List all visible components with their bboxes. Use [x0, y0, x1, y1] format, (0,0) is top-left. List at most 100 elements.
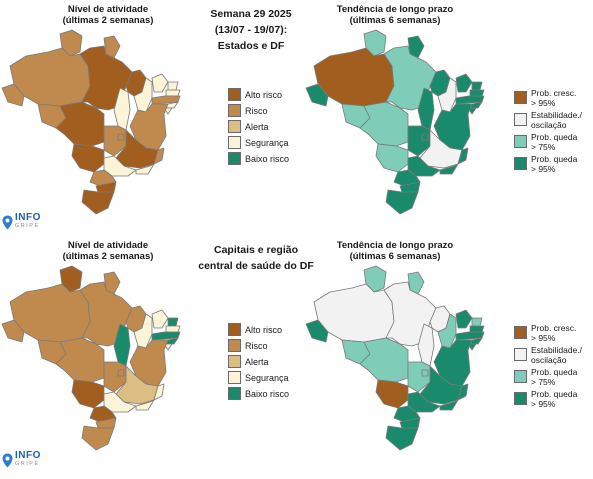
state-df	[117, 369, 125, 377]
legend-label: Alerta	[245, 356, 269, 367]
state-pe	[151, 331, 181, 341]
state-ce	[455, 309, 473, 329]
legend-item: Prob. queda > 95%	[514, 389, 588, 409]
logo-text: INFO GRIPE	[15, 451, 41, 468]
legend-label: Segurança	[245, 137, 289, 148]
state-mg	[419, 129, 463, 169]
state-ce	[151, 73, 169, 93]
state-rs	[81, 425, 115, 451]
state-rn	[167, 317, 179, 327]
state-ba	[433, 103, 473, 151]
state-pi	[437, 77, 457, 113]
legend-label: Alto risco	[245, 89, 283, 100]
state-pe	[151, 95, 181, 105]
state-ba	[129, 339, 169, 387]
state-df	[421, 369, 429, 377]
state-pi	[133, 313, 153, 349]
state-pb	[469, 325, 485, 333]
state-pe	[455, 95, 485, 105]
state-rn	[167, 81, 179, 91]
top-trend-legend: Prob. cresc. > 95% Estabilidade./ oscilaç…	[514, 88, 588, 176]
legend-item: Risco	[228, 339, 289, 352]
legend-item: Baixo risco	[228, 152, 289, 165]
legend-swatch	[514, 348, 527, 361]
legend-swatch	[228, 371, 241, 384]
legend-swatch	[514, 157, 527, 170]
legend-label: Alerta	[245, 121, 269, 132]
state-pi	[437, 313, 457, 349]
legend-item: Prob. queda > 75%	[514, 367, 588, 387]
state-mt	[359, 101, 409, 147]
legend-item: Prob. queda > 75%	[514, 132, 588, 152]
state-ac	[1, 319, 25, 343]
legend-item: Prob. cresc. > 95%	[514, 88, 588, 108]
state-pi	[133, 77, 153, 113]
legend-label: Estabilidade./ oscilação	[531, 345, 583, 365]
state-rn	[471, 317, 483, 327]
state-ce	[151, 309, 169, 329]
legend-swatch	[514, 370, 527, 383]
logo-name: INFO	[15, 212, 41, 223]
legend-item: Estabilidade./ oscilação	[514, 110, 588, 130]
state-rs	[81, 189, 115, 215]
legend-item: Baixo risco	[228, 387, 289, 400]
legend-label: Baixo risco	[245, 153, 290, 164]
state-ms	[375, 143, 409, 173]
top-activity-title: Nível de atividade (últimas 2 semanas)	[62, 4, 154, 26]
bottom-activity-legend: Alto risco Risco Alerta Segurança Baixo risc…	[228, 323, 289, 403]
legend-swatch	[228, 152, 241, 165]
state-es	[153, 147, 165, 165]
state-es	[153, 383, 165, 401]
infogripe-logo-bottom: INFO GRIPE	[2, 451, 41, 468]
legend-label: Segurança	[245, 372, 289, 383]
state-mg	[115, 365, 159, 405]
legend-swatch	[228, 355, 241, 368]
legend-label: Prob. cresc. > 95%	[531, 88, 577, 108]
state-pb	[165, 325, 181, 333]
state-pe	[455, 331, 485, 341]
state-ms	[375, 379, 409, 409]
legend-swatch	[228, 387, 241, 400]
location-pin-icon	[2, 453, 13, 468]
legend-item: Alerta	[228, 120, 289, 133]
legend-label: Prob. queda > 95%	[531, 154, 578, 174]
top-trend-title: Tendência de longo prazo (últimas 6 sema…	[336, 4, 454, 26]
legend-swatch	[514, 113, 527, 126]
state-mt	[55, 337, 105, 383]
state-go	[407, 125, 431, 157]
state-ac	[1, 83, 25, 107]
legend-item: Alto risco	[228, 88, 289, 101]
legend-item: Estabilidade./ oscilação	[514, 345, 588, 365]
state-ac	[305, 83, 329, 107]
state-mt	[359, 337, 409, 383]
state-ba	[433, 339, 473, 387]
legend-item: Prob. queda > 95%	[514, 154, 588, 174]
legend-swatch	[228, 136, 241, 149]
state-ac	[305, 319, 329, 343]
legend-swatch	[228, 339, 241, 352]
legend-swatch	[514, 326, 527, 339]
bottom-activity-map	[1, 265, 181, 451]
top-activity-map	[1, 29, 181, 215]
state-go	[103, 361, 127, 393]
legend-item: Alto risco	[228, 323, 289, 336]
location-pin-icon	[2, 215, 13, 230]
top-activity-legend: Alto risco Risco Alerta Segurança Baixo risc…	[228, 88, 289, 168]
state-es	[457, 147, 469, 165]
bottom-activity-title: Nível de atividade (últimas 2 semanas)	[62, 240, 154, 262]
logo-sub: GRIPE	[15, 223, 40, 229]
logo-sub: GRIPE	[15, 461, 40, 467]
state-rs	[385, 425, 419, 451]
state-rj	[439, 163, 459, 175]
bottom-trend-title: Tendência de longo prazo (últimas 6 sema…	[336, 240, 454, 262]
legend-item: Segurança	[228, 136, 289, 149]
state-mg	[115, 129, 159, 169]
legend-swatch	[228, 323, 241, 336]
legend-item: Risco	[228, 104, 289, 117]
legend-label: Estabilidade./ oscilação	[531, 110, 583, 130]
legend-swatch	[228, 120, 241, 133]
state-rs	[385, 189, 419, 215]
state-rj	[135, 163, 155, 175]
top-trend-map	[305, 29, 485, 215]
legend-swatch	[514, 91, 527, 104]
